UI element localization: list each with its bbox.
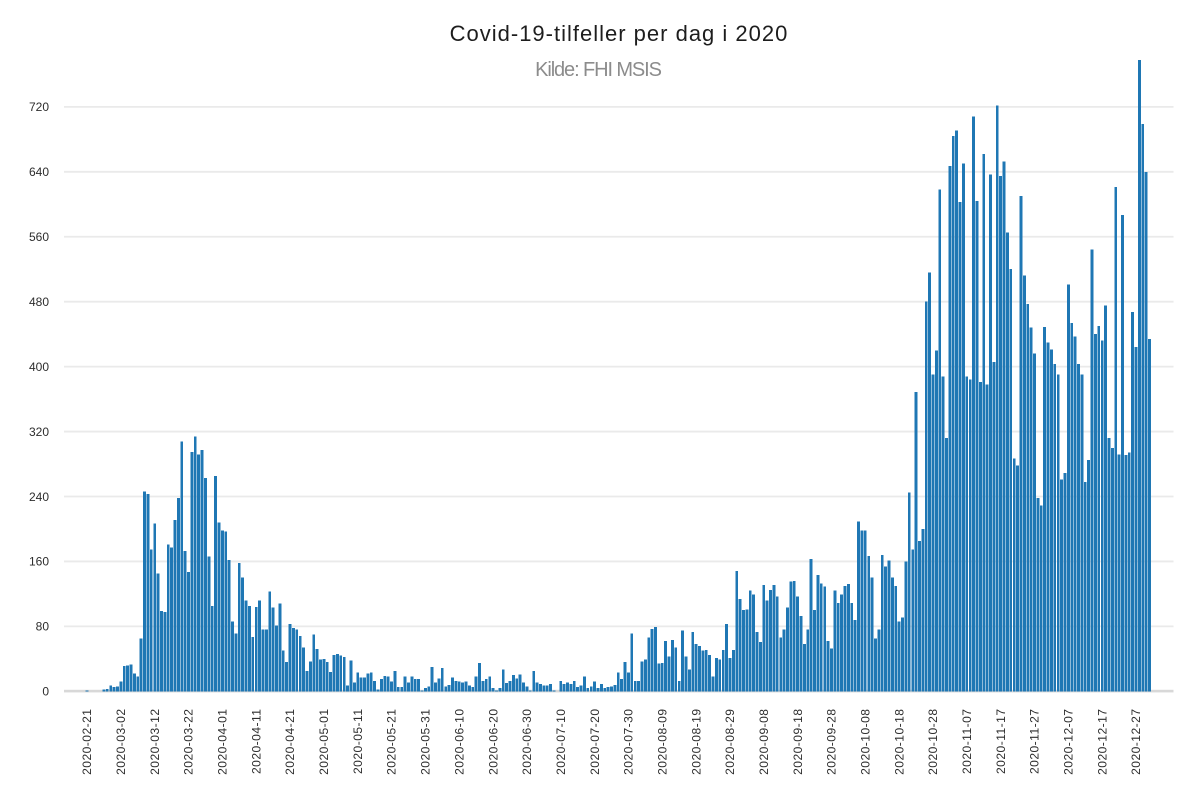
svg-text:320: 320 (29, 425, 49, 439)
svg-text:2020-08-19: 2020-08-19 (689, 709, 703, 775)
svg-text:2020-11-07: 2020-11-07 (960, 708, 974, 774)
svg-text:2020-12-17: 2020-12-17 (1095, 709, 1109, 775)
svg-text:2020-05-31: 2020-05-31 (419, 709, 433, 775)
svg-text:2020-11-27: 2020-11-27 (1028, 708, 1042, 774)
svg-text:2020-07-10: 2020-07-10 (554, 709, 568, 775)
svg-text:2020-04-11: 2020-04-11 (249, 709, 263, 775)
svg-text:2020-09-08: 2020-09-08 (757, 709, 771, 775)
svg-text:2020-07-30: 2020-07-30 (622, 709, 636, 775)
svg-text:2020-09-28: 2020-09-28 (825, 709, 839, 775)
svg-text:2020-04-21: 2020-04-21 (283, 709, 297, 775)
svg-text:80: 80 (36, 620, 50, 634)
svg-text:2020-03-02: 2020-03-02 (114, 709, 128, 775)
svg-text:2020-03-22: 2020-03-22 (182, 709, 196, 775)
svg-text:2020-10-28: 2020-10-28 (926, 709, 940, 775)
svg-text:2020-12-27: 2020-12-27 (1129, 708, 1143, 774)
svg-text:2020-03-12: 2020-03-12 (148, 709, 162, 775)
svg-text:2020-11-17: 2020-11-17 (994, 709, 1008, 775)
svg-text:2020-07-20: 2020-07-20 (588, 709, 602, 775)
svg-text:2020-05-11: 2020-05-11 (351, 709, 365, 775)
svg-text:2020-06-20: 2020-06-20 (486, 709, 500, 775)
svg-text:2020-05-01: 2020-05-01 (317, 709, 331, 775)
svg-text:Kilde: FHI MSIS: Kilde: FHI MSIS (535, 59, 662, 81)
svg-text:480: 480 (29, 295, 49, 309)
svg-text:2020-06-30: 2020-06-30 (520, 709, 534, 775)
svg-text:2020-02-21: 2020-02-21 (80, 709, 94, 775)
svg-text:2020-06-10: 2020-06-10 (452, 709, 466, 775)
svg-text:720: 720 (29, 100, 49, 114)
svg-text:2020-10-18: 2020-10-18 (892, 709, 906, 775)
svg-text:2020-12-07: 2020-12-07 (1062, 709, 1076, 775)
svg-text:Covid-19-tilfeller per dag i 2: Covid-19-tilfeller per dag i 2020 (450, 21, 789, 46)
svg-text:160: 160 (29, 555, 49, 569)
svg-text:400: 400 (29, 360, 49, 374)
svg-text:2020-08-29: 2020-08-29 (723, 709, 737, 775)
svg-text:2020-08-09: 2020-08-09 (655, 709, 669, 775)
svg-text:640: 640 (29, 165, 49, 179)
svg-text:560: 560 (29, 230, 49, 244)
svg-text:240: 240 (29, 490, 49, 504)
svg-text:2020-10-08: 2020-10-08 (859, 709, 873, 775)
svg-text:2020-05-21: 2020-05-21 (385, 709, 399, 775)
svg-text:0: 0 (42, 685, 49, 699)
svg-text:2020-09-18: 2020-09-18 (791, 709, 805, 775)
svg-text:2020-04-01: 2020-04-01 (216, 709, 230, 775)
